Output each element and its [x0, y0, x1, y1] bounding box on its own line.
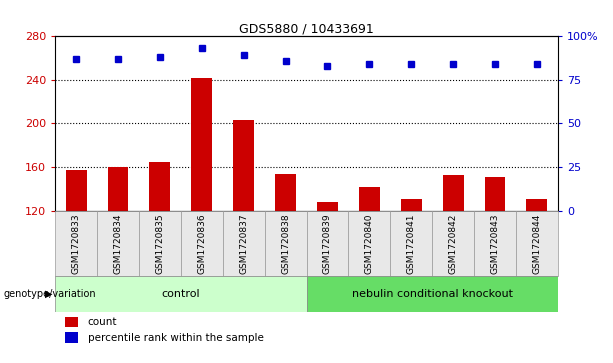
Bar	[150, 162, 170, 211]
Text: GSM1720835: GSM1720835	[155, 214, 164, 274]
Bar	[97, 211, 139, 276]
Bar	[139, 211, 181, 276]
Bar	[401, 199, 422, 211]
Bar	[443, 175, 463, 211]
Text: percentile rank within the sample: percentile rank within the sample	[88, 333, 264, 343]
Bar	[527, 199, 547, 211]
Bar	[275, 174, 296, 211]
Text: GSM1720840: GSM1720840	[365, 214, 374, 274]
Bar	[484, 177, 506, 211]
Text: GSM1720833: GSM1720833	[72, 214, 81, 274]
Bar	[306, 276, 558, 312]
Bar	[191, 78, 212, 211]
Text: GSM1720838: GSM1720838	[281, 214, 290, 274]
Bar	[516, 211, 558, 276]
Bar	[107, 167, 129, 211]
Bar	[432, 211, 474, 276]
Title: GDS5880 / 10433691: GDS5880 / 10433691	[239, 22, 374, 35]
Bar	[55, 276, 306, 312]
Text: GSM1720834: GSM1720834	[113, 214, 123, 274]
Bar	[66, 170, 86, 211]
Bar	[359, 187, 380, 211]
Text: GSM1720841: GSM1720841	[406, 214, 416, 274]
Text: nebulin conditional knockout: nebulin conditional knockout	[352, 289, 512, 299]
Bar	[65, 317, 77, 327]
Bar	[181, 211, 223, 276]
Text: GSM1720844: GSM1720844	[532, 214, 541, 274]
Bar	[474, 211, 516, 276]
Bar	[265, 211, 306, 276]
Text: genotype/variation: genotype/variation	[3, 289, 96, 299]
Bar	[306, 211, 348, 276]
Bar	[65, 332, 77, 343]
Bar	[348, 211, 390, 276]
Bar	[223, 211, 265, 276]
Bar	[317, 202, 338, 211]
Text: GSM1720843: GSM1720843	[490, 214, 500, 274]
Bar	[390, 211, 432, 276]
Text: control: control	[161, 289, 200, 299]
Bar	[233, 120, 254, 211]
Text: ▶: ▶	[45, 289, 52, 299]
Text: GSM1720839: GSM1720839	[323, 214, 332, 274]
Bar	[55, 211, 97, 276]
Text: GSM1720836: GSM1720836	[197, 214, 207, 274]
Text: GSM1720842: GSM1720842	[449, 214, 458, 274]
Text: count: count	[88, 317, 117, 327]
Text: GSM1720837: GSM1720837	[239, 214, 248, 274]
